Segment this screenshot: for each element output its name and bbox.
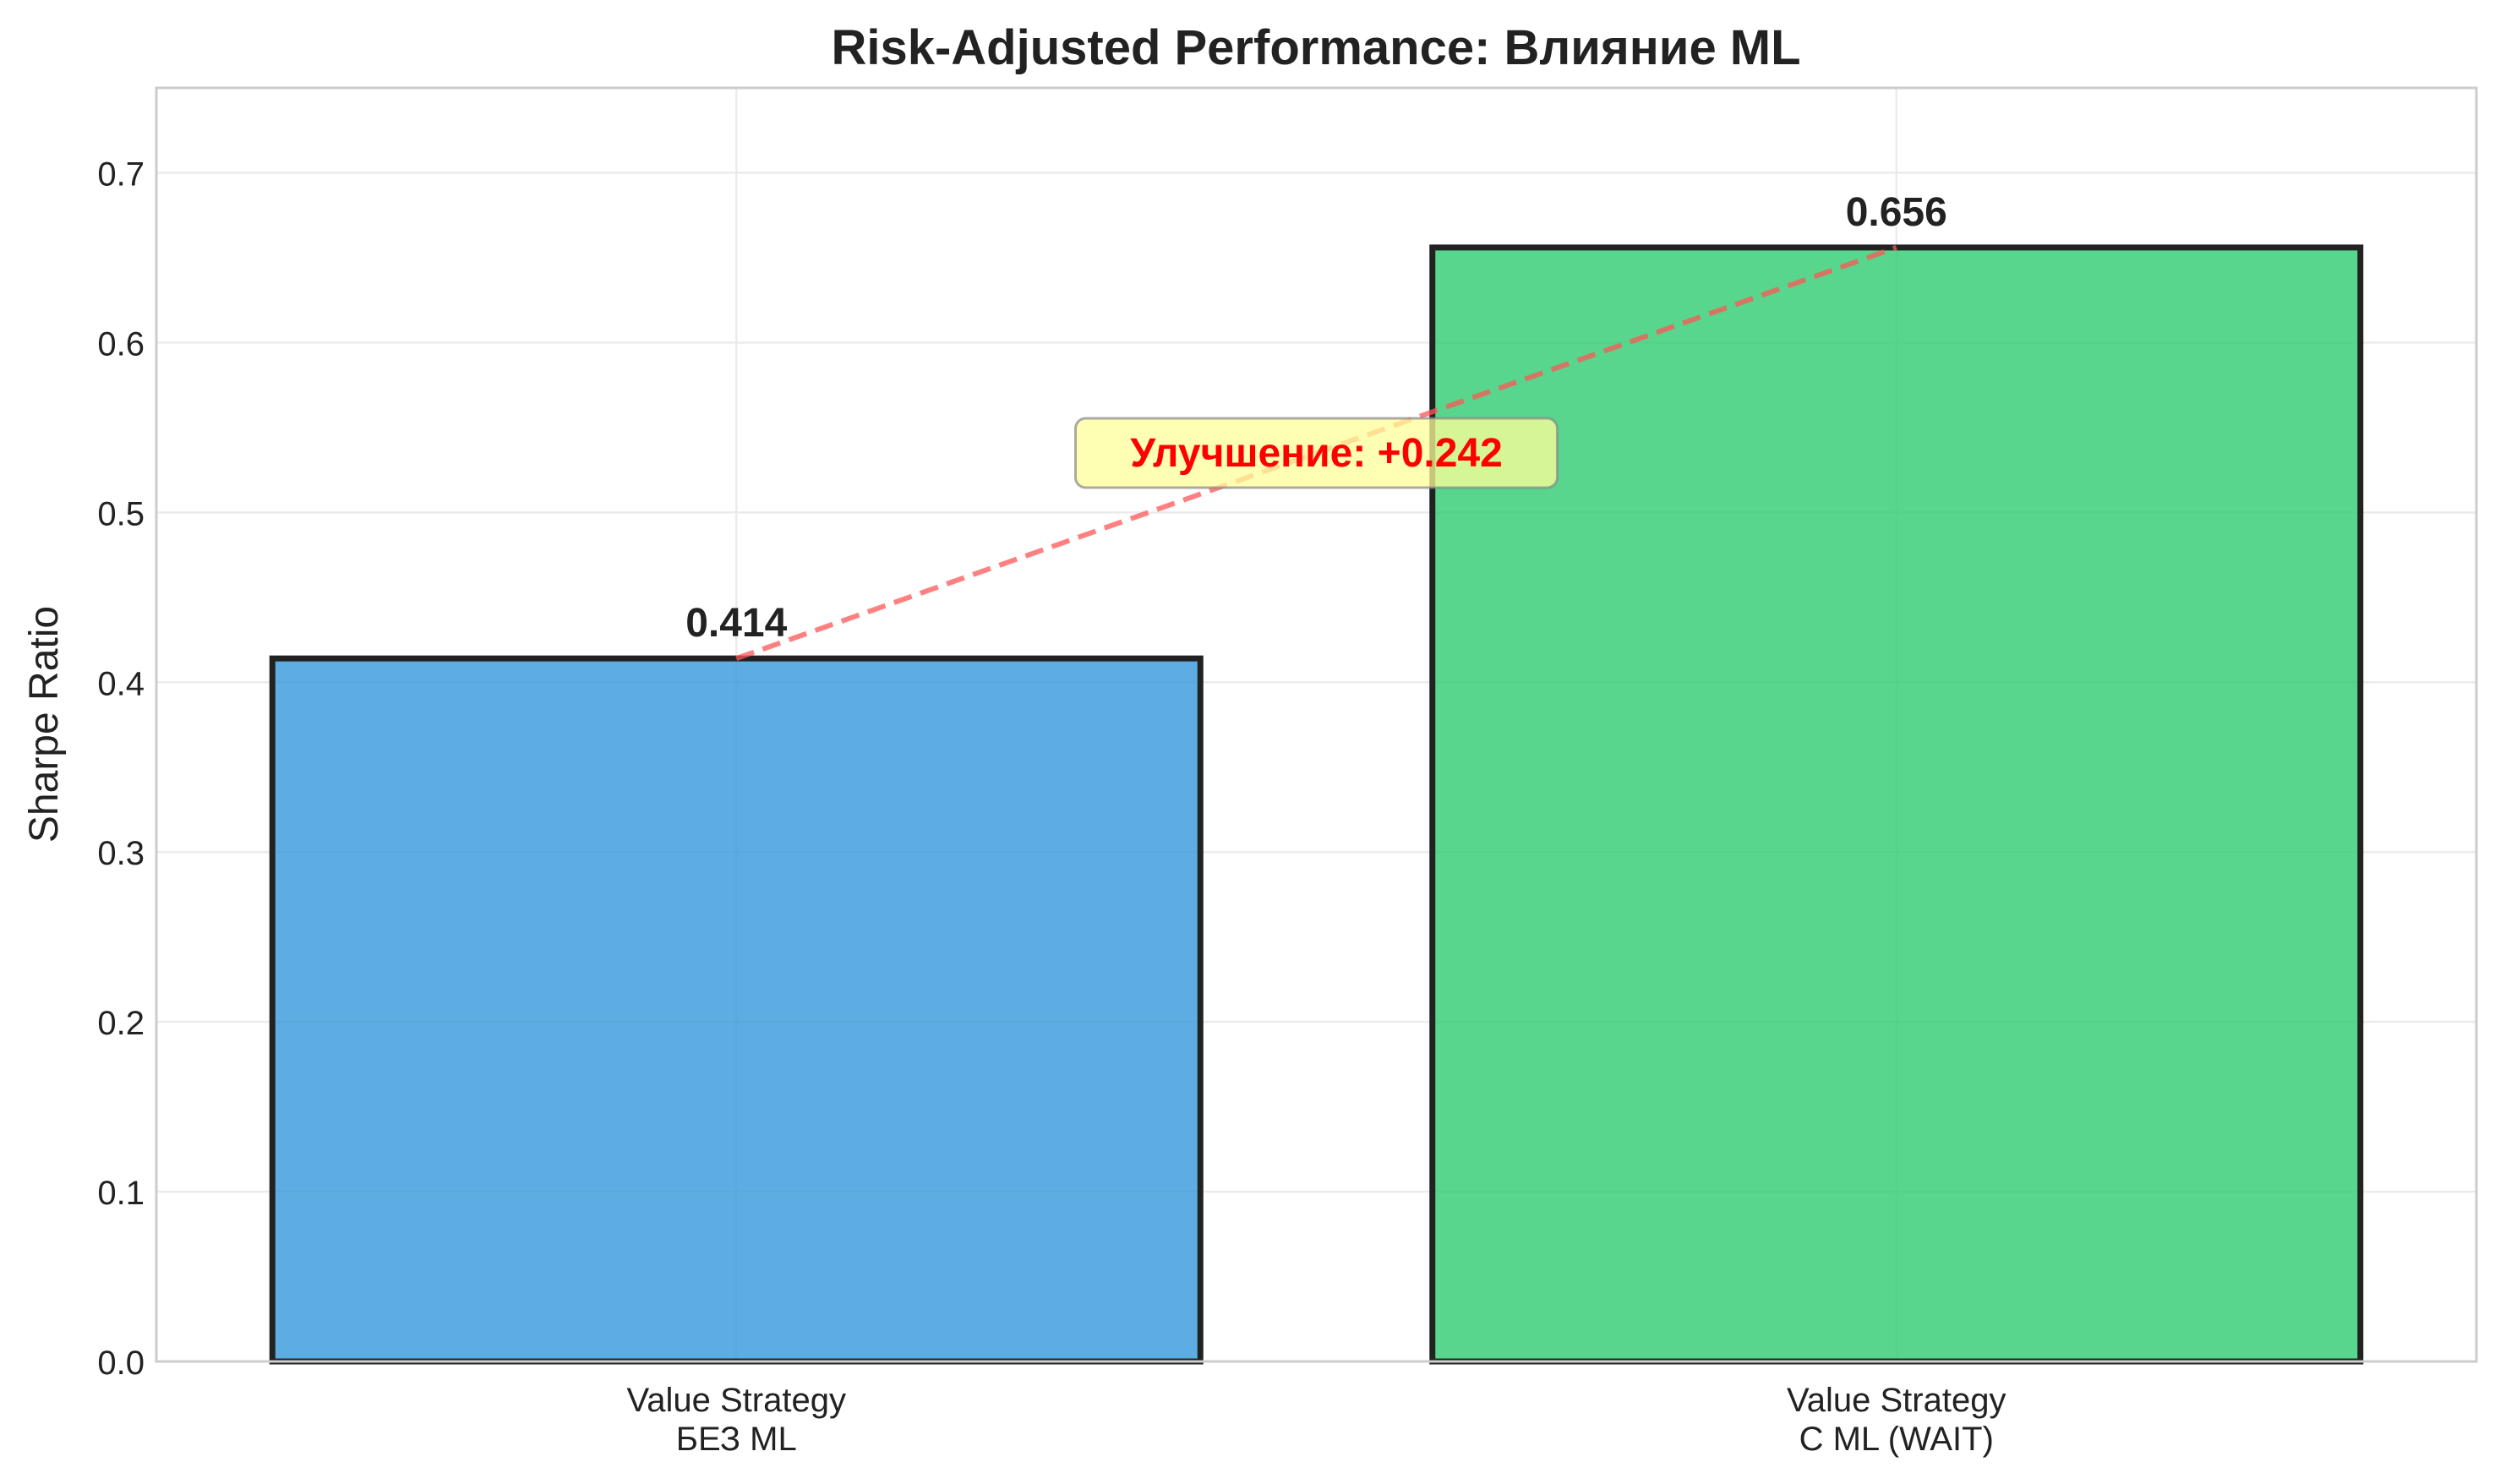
y-tick-label: 0.0	[97, 1345, 145, 1382]
x-tick-label: Value Strategy БЕЗ ML	[627, 1382, 846, 1458]
y-tick-label: 0.6	[97, 325, 145, 363]
y-tick-label: 0.5	[97, 495, 145, 532]
x-tick-label-line: Value Strategy	[1787, 1382, 2006, 1419]
y-tick-label: 0.4	[97, 665, 145, 702]
bar-0	[269, 655, 1204, 1365]
y-axis-ticks: 0.0 0.1 0.2 0.3 0.4 0.5 0.6 0.7	[97, 155, 145, 1382]
bars-group	[269, 244, 2364, 1365]
bar-1	[1429, 244, 2364, 1365]
y-tick-label: 0.3	[97, 835, 145, 872]
y-tick-label: 0.1	[97, 1175, 145, 1212]
annotation-text: Улучшение: +0.242	[1130, 431, 1503, 476]
annotation-box	[1074, 417, 1559, 489]
chart-title: Risk-Adjusted Performance: Влияние ML	[831, 20, 1800, 75]
value-labels-group: 0.414 0.656	[685, 190, 1947, 646]
value-label: 0.414	[685, 601, 787, 646]
x-tick-label: Value Strategy С ML (WAIT)	[1787, 1382, 2006, 1458]
x-tick-label-line: БЕЗ ML	[676, 1421, 797, 1458]
x-tick-label-line: Value Strategy	[627, 1382, 846, 1419]
y-tick-label: 0.7	[97, 155, 145, 193]
y-axis-label: Sharpe Ratio	[22, 606, 67, 843]
value-label: 0.656	[1846, 190, 1947, 235]
improvement-annotation: Улучшение: +0.242	[1074, 417, 1559, 489]
plot-frame	[155, 86, 2478, 1363]
x-tick-label-line: С ML (WAIT)	[1799, 1421, 1994, 1458]
y-tick-label: 0.2	[97, 1005, 145, 1042]
